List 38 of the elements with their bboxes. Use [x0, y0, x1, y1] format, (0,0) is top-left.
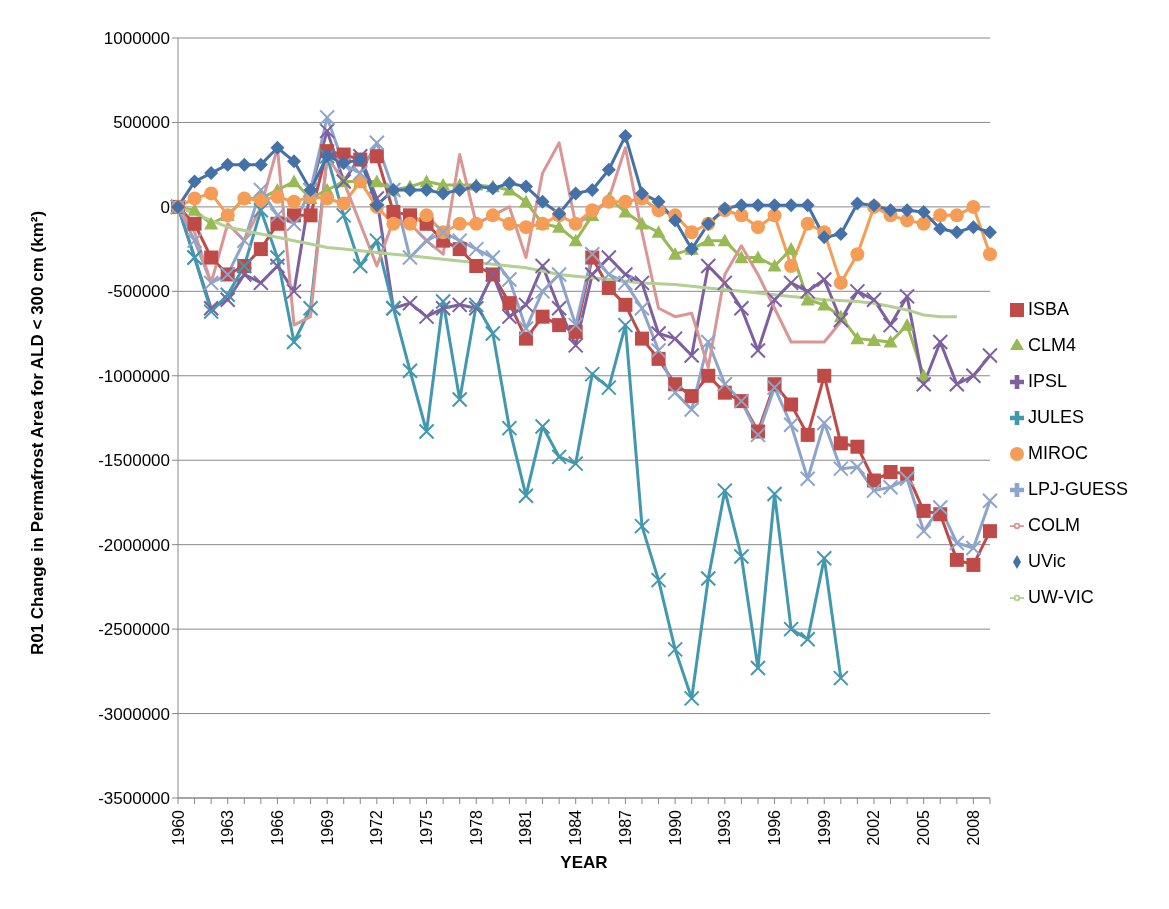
x-tick-label: 1996 [766, 809, 784, 846]
x-tick-label: 1999 [815, 809, 833, 846]
x-axis-title: YEAR [560, 853, 608, 872]
legend-label: UW-VIC [1027, 587, 1094, 607]
x-tick-label: 1981 [517, 809, 535, 846]
x-tick-label: 2002 [865, 809, 883, 846]
x-tick-label: 2005 [915, 809, 933, 846]
x-tick-label: 1963 [219, 809, 237, 846]
x-tick-label: 1993 [716, 809, 734, 846]
y-tick-label: 500000 [113, 113, 170, 133]
y-tick-label: -3500000 [98, 789, 170, 809]
legend-label: CLM4 [1027, 335, 1076, 355]
x-tick-label: 1960 [169, 809, 187, 846]
y-axis-title: R01 Change in Permafrost Area for ALD < 300 cm (km²) [28, 210, 48, 656]
x-tick-label: 1987 [616, 809, 634, 846]
x-tick-label: 1978 [467, 809, 485, 846]
x-tick-label: 1975 [418, 809, 436, 846]
legend-label: UVic [1027, 551, 1066, 571]
x-tick-label: 1990 [666, 809, 684, 846]
y-tick-label: -500000 [107, 282, 170, 302]
x-tick-label: 1984 [567, 809, 585, 846]
y-tick-label: -2500000 [98, 620, 170, 640]
x-tick-label: 1966 [268, 809, 286, 846]
legend-label: ISBA [1027, 299, 1069, 319]
y-tick-label: 0 [160, 197, 170, 217]
legend-label: LPJ-GUESS [1027, 479, 1128, 499]
y-tick-label: -3000000 [98, 704, 170, 724]
y-tick-label: 1000000 [103, 29, 170, 49]
y-tick-label: -2000000 [98, 535, 170, 555]
y-tick-label: -1000000 [98, 366, 170, 386]
x-tick-label: 1969 [318, 809, 336, 846]
y-tick-label: -1500000 [98, 451, 170, 471]
legend-label: IPSL [1027, 371, 1067, 391]
legend-label: JULES [1027, 407, 1084, 427]
x-tick-label: 1972 [368, 809, 386, 846]
legend-label: COLM [1027, 515, 1080, 535]
legend-label: MIROC [1027, 443, 1088, 463]
x-tick-label: 2008 [964, 809, 982, 846]
